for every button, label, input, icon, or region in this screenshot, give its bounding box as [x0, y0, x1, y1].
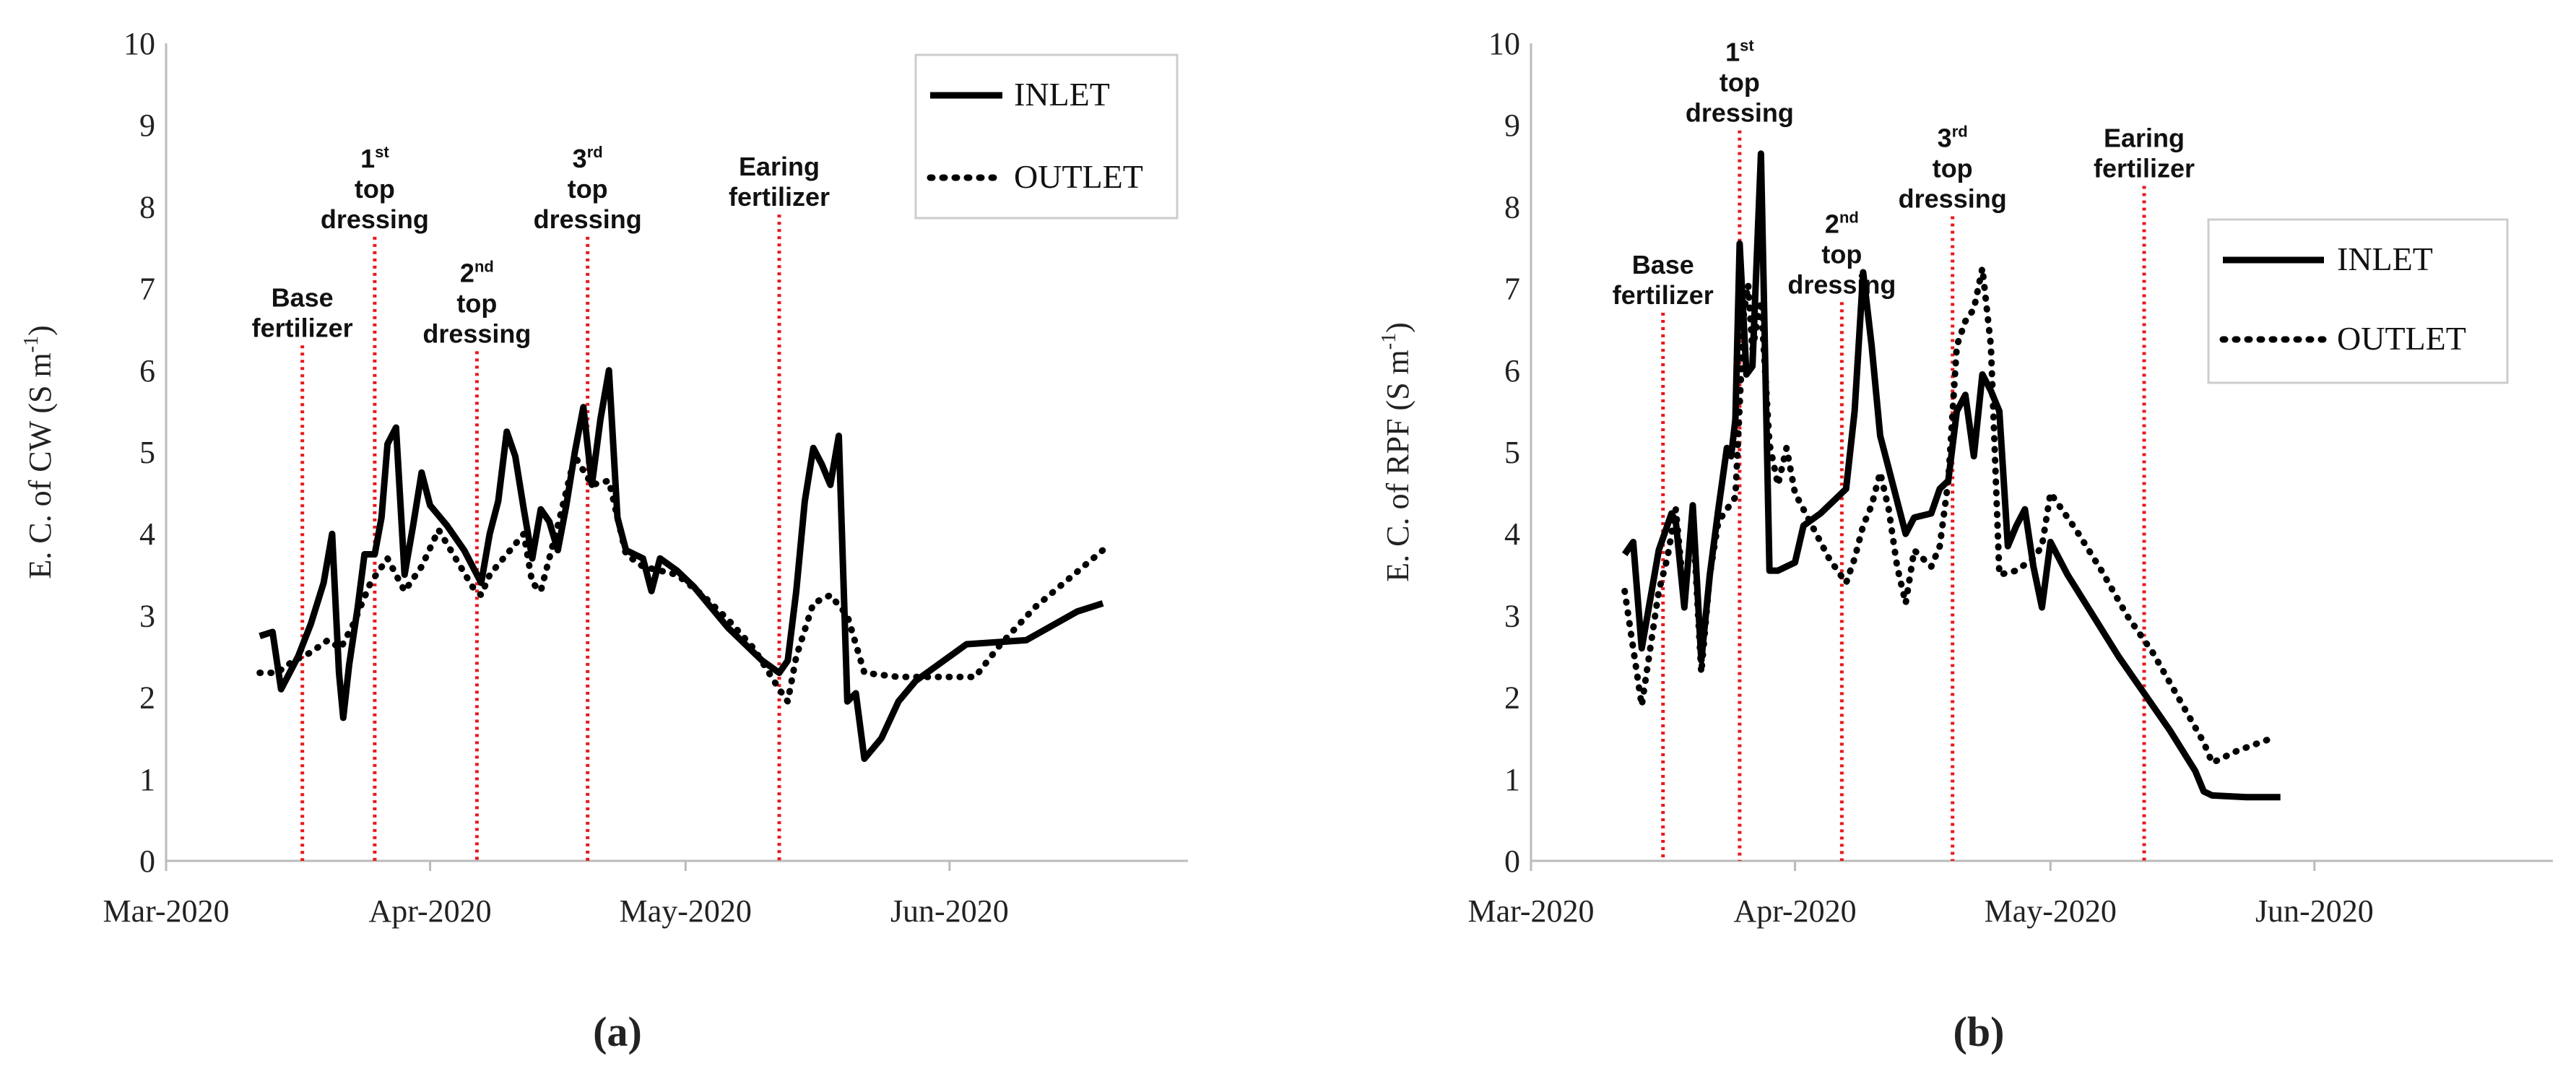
panel-a: 0 1 2 3 4 5 6 7 8 9 10 Mar-2020 Apr-2020 May-2020 Jun…	[20, 26, 1188, 1055]
panel-b-y-tick-label-5: 5	[1504, 435, 1520, 470]
panel-a-y-tick-label-5: 5	[139, 435, 155, 470]
panel-b-y-tick-label-7: 7	[1504, 272, 1520, 307]
panel-b-x-ticks: Mar-2020 Apr-2020 May-2020 Jun-2020	[1467, 861, 2374, 929]
panel-a-x-ticks: Mar-2020 Apr-2020 May-2020 Jun-2020	[103, 861, 1009, 929]
panel-b-y-tick-label-2: 2	[1504, 680, 1520, 716]
panel-b-events: Basefertilizer1sttopdressing2ndtopdressi…	[1613, 37, 2195, 861]
panel-b-event-label-top-dressing-1-2: dressing	[1686, 98, 1794, 128]
panel-b-legend: INLET OUTLET	[2207, 218, 2509, 384]
panel-b-y-tick-label-0: 0	[1504, 844, 1520, 879]
panel-b-x-tick-label-2: May-2020	[1985, 893, 2117, 929]
panel-a-label: (a)	[593, 1008, 642, 1055]
panel-b-event-label-base-fertilizer-0: Base	[1632, 250, 1694, 280]
panel-b-event-label-top-dressing-1-0: 1st	[1725, 37, 1754, 67]
panel-a-x-tick-label-1: Apr-2020	[368, 893, 491, 929]
panel-b-y-tick-label-4: 4	[1504, 516, 1520, 552]
panel-a-x-tick-label-2: May-2020	[620, 893, 752, 929]
panel-b-event-label-top-dressing-3-2: dressing	[1899, 184, 2007, 214]
panel-b-legend-box	[2207, 218, 2509, 384]
panel-a-y-tick-label-10: 10	[123, 26, 155, 61]
panel-a-event-label-top-dressing-2-0: 2nd	[460, 257, 494, 287]
panel-a-y-ticks: 0 1 2 3 4 5 6 7 8 9 10	[123, 26, 155, 879]
panel-b-y-tick-label-3: 3	[1504, 598, 1520, 633]
panel-a-event-label-top-dressing-1-0: 1st	[360, 143, 389, 173]
panel-a-y-tick-label-1: 1	[139, 762, 155, 797]
panel-a-event-label-base-fertilizer-1: fertilizer	[252, 313, 353, 342]
panel-a-x-tick-label-0: Mar-2020	[103, 893, 229, 929]
panel-b-y-tick-label-8: 8	[1504, 189, 1520, 225]
panel-a-y-label: E. C. of CW (S m-1)	[20, 325, 58, 578]
panel-a-y-tick-label-6: 6	[139, 353, 155, 389]
panel-b-y-tick-label-10: 10	[1488, 26, 1520, 61]
panel-b-event-label-base-fertilizer-1: fertilizer	[1613, 280, 1714, 310]
panel-b-series-outlet-line	[1621, 264, 2276, 766]
panel-b-event-label-earing-fertilizer-0: Earing	[2104, 124, 2185, 153]
panel-a-event-label-top-dressing-3-1: top	[568, 174, 608, 204]
panel-a-y-tick-label-2: 2	[139, 680, 155, 716]
panel-a-event-label-top-dressing-1-2: dressing	[321, 204, 429, 234]
panel-a-axes: 0 1 2 3 4 5 6 7 8 9 10 Mar-2020 Apr-2020 May-2020 Jun…	[103, 26, 1188, 929]
panel-a-series-inlet-line	[259, 367, 1104, 762]
panel-b-x-tick-label-1: Apr-2020	[1733, 893, 1856, 929]
panel-a-event-label-earing-fertilizer-1: fertilizer	[729, 182, 830, 212]
panel-a-y-tick-label-0: 0	[139, 844, 155, 879]
panel-b-series-inlet-line	[1622, 150, 2281, 801]
panel-b-y-ticks: 0 1 2 3 4 5 6 7 8 9 10	[1488, 26, 1520, 879]
panel-b-event-label-top-dressing-2-2: dressing	[1787, 269, 1896, 299]
panel-a-event-label-top-dressing-3-0: 3rd	[573, 143, 603, 173]
panel-a-legend-outlet-label: OUTLET	[1014, 158, 1143, 195]
panel-b-y-tick-label-6: 6	[1504, 353, 1520, 389]
panel-a-event-label-earing-fertilizer-0: Earing	[739, 152, 820, 181]
panel-b-axes: 0 1 2 3 4 5 6 7 8 9 10 Mar-2020 Apr-2020 May-2020 Jun…	[1467, 26, 2553, 929]
panel-b-label: (b)	[1953, 1008, 2005, 1055]
panel-a-x-tick-label-3: Jun-2020	[890, 893, 1009, 929]
panel-b-event-label-top-dressing-3-0: 3rd	[1938, 123, 1968, 153]
panel-a-y-tick-label-8: 8	[139, 189, 155, 225]
panel-b-series	[1621, 150, 2281, 801]
panel-a-series	[256, 367, 1106, 762]
panel-a-event-label-base-fertilizer-0: Base	[272, 282, 334, 312]
panel-b-event-label-earing-fertilizer-1: fertilizer	[2094, 154, 2195, 183]
panel-b-event-label-top-dressing-2-0: 2nd	[1825, 208, 1859, 238]
panel-b-legend-outlet-label: OUTLET	[2337, 320, 2466, 357]
panel-b-event-label-top-dressing-2-1: top	[1821, 239, 1862, 269]
panel-b-x-tick-label-3: Jun-2020	[2255, 893, 2374, 929]
panel-b-legend-inlet-label: INLET	[2337, 240, 2433, 277]
panel-b-event-label-top-dressing-3-1: top	[1933, 154, 1973, 183]
panel-a-event-label-top-dressing-2-2: dressing	[422, 318, 531, 348]
panel-a-event-label-top-dressing-2-1: top	[456, 288, 497, 318]
panel-a-y-tick-label-3: 3	[139, 598, 155, 633]
panel-b-y-label: E. C. of RPF (S m-1)	[1378, 322, 1415, 582]
panel-a-legend: INLET OUTLET	[914, 53, 1179, 220]
panel-a-legend-inlet-label: INLET	[1014, 76, 1110, 113]
panel-a-legend-box	[914, 53, 1179, 220]
panel-b: 0 1 2 3 4 5 6 7 8 9 10 Mar-2020 Apr-2020 May-2020 Jun…	[1378, 26, 2553, 1055]
panel-a-y-tick-label-7: 7	[139, 272, 155, 307]
panel-b-x-tick-label-0: Mar-2020	[1467, 893, 1594, 929]
panel-b-event-label-top-dressing-1-1: top	[1719, 68, 1760, 98]
panel-b-y-tick-label-9: 9	[1504, 108, 1520, 143]
panel-b-y-tick-label-1: 1	[1504, 762, 1520, 797]
panel-a-event-label-top-dressing-1-1: top	[355, 174, 395, 204]
panel-a-events: Basefertilizer1sttopdressing2ndtopdressi…	[252, 143, 830, 861]
panel-a-event-label-top-dressing-3-2: dressing	[534, 204, 642, 234]
panel-a-y-tick-label-4: 4	[139, 516, 155, 552]
panel-a-y-tick-label-9: 9	[139, 108, 155, 143]
